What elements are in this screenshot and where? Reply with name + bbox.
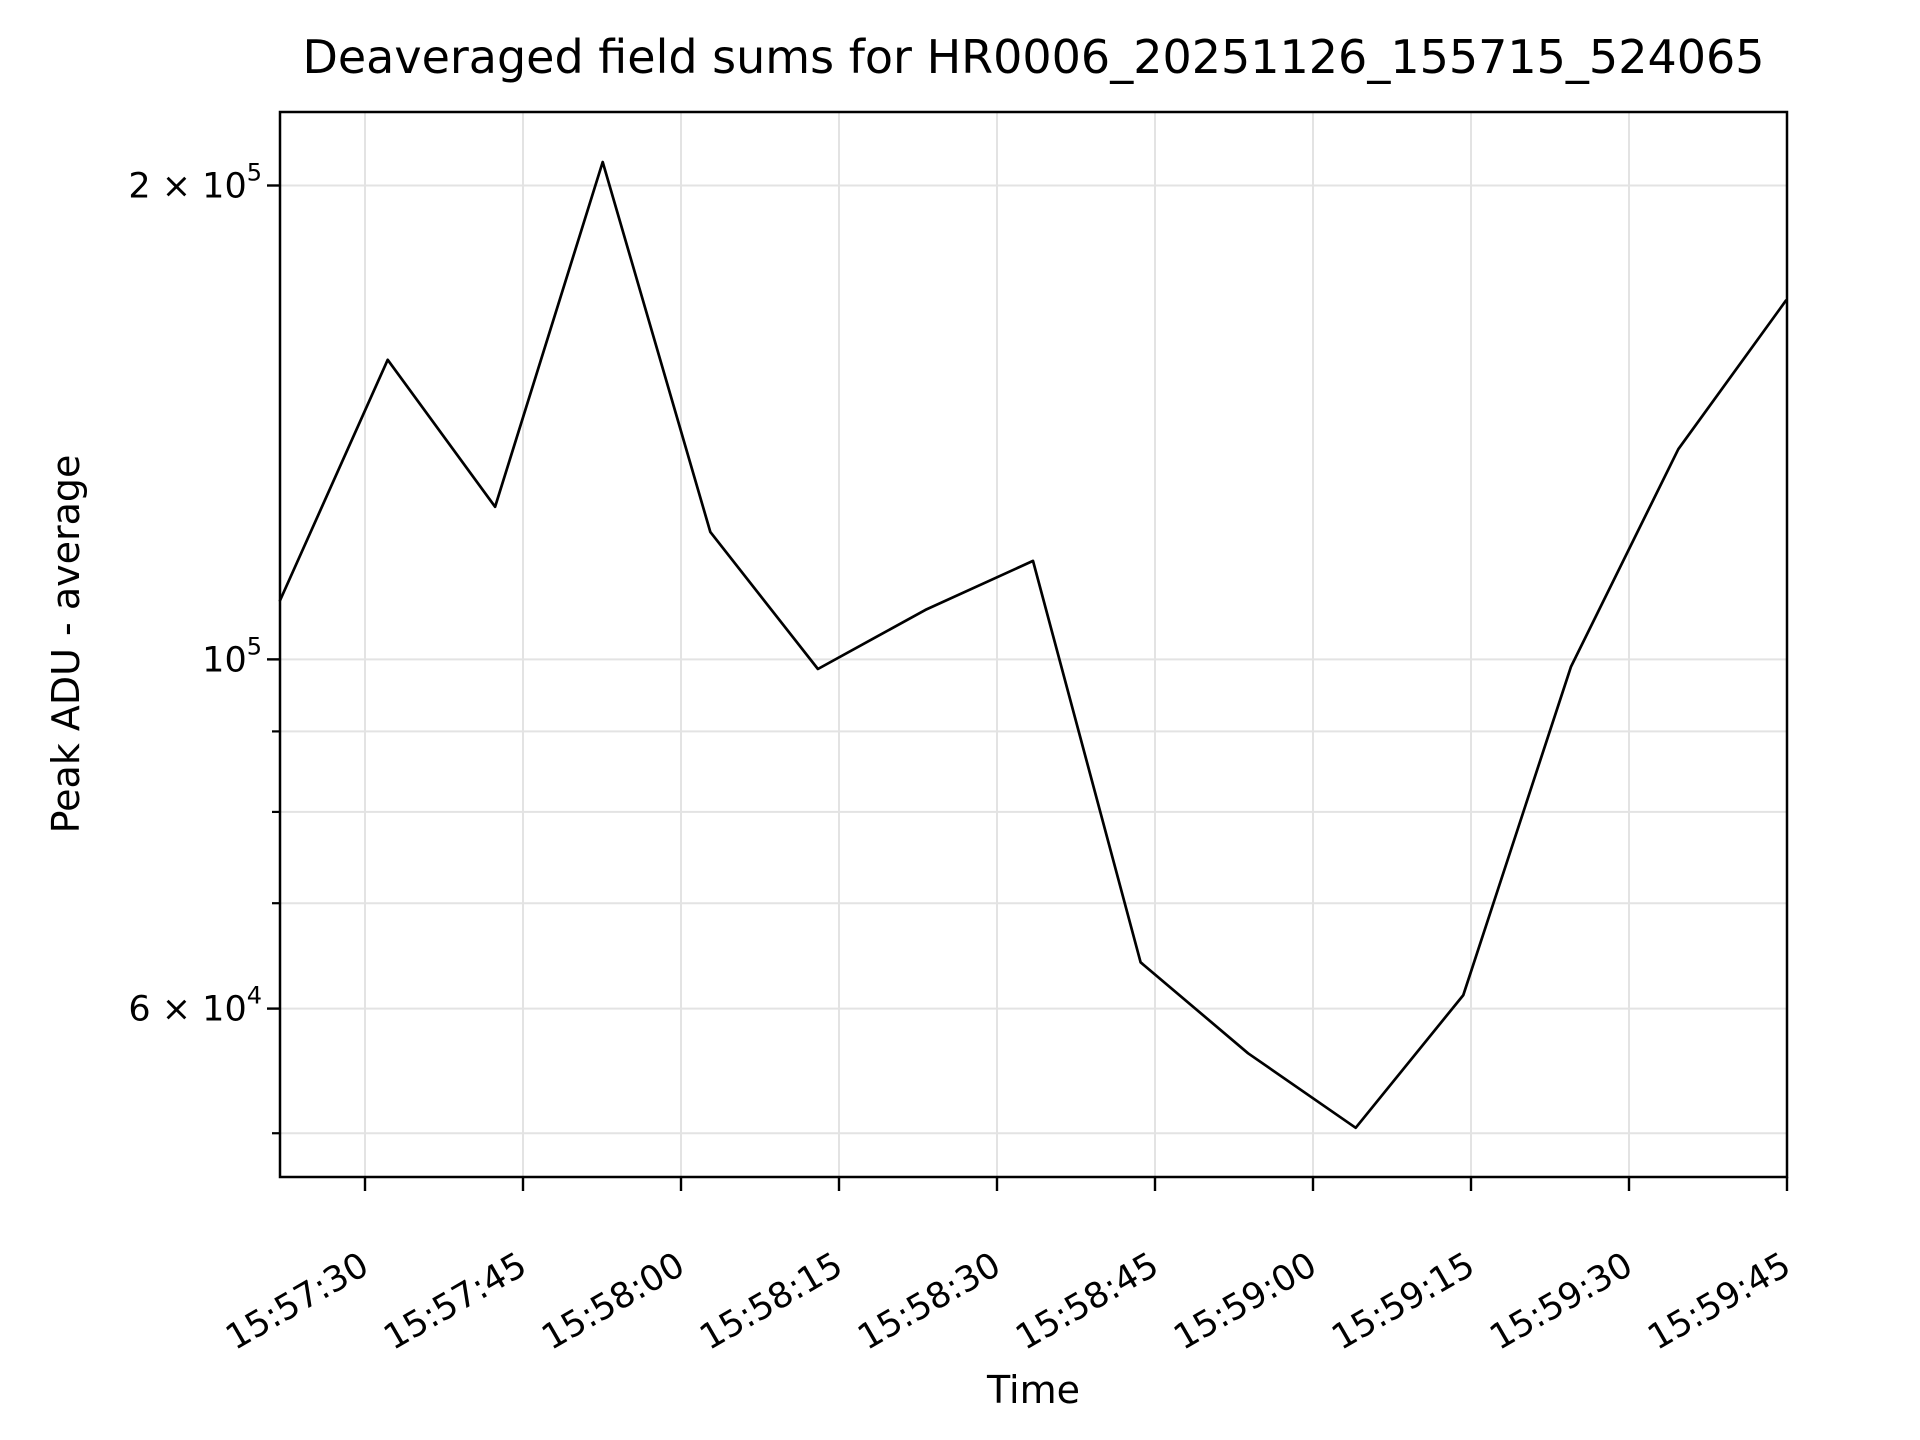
x-tick-label: 15:59:45	[1641, 1245, 1797, 1358]
x-axis-label: Time	[987, 1368, 1080, 1412]
x-tick-label: 15:59:30	[1483, 1245, 1639, 1358]
x-tick-label: 15:58:15	[693, 1245, 849, 1358]
y-tick-label: 105	[202, 632, 262, 680]
y-axis-label: Peak ADU - average	[44, 454, 88, 834]
chart-title: Deaveraged field sums for HR0006_2025112…	[302, 30, 1765, 84]
plot-frame	[278, 110, 1789, 1179]
plot-background	[280, 112, 1787, 1177]
data-line	[278, 160, 1788, 1130]
x-tick-label: 15:58:45	[1009, 1245, 1165, 1358]
x-tick-label: 15:58:00	[535, 1245, 691, 1358]
y-tick-label: 2 × 105	[128, 158, 262, 206]
x-tick-label: 15:57:45	[377, 1245, 533, 1358]
x-tick-label: 15:58:30	[851, 1245, 1007, 1358]
y-tick-label: 6 × 104	[128, 982, 262, 1030]
x-tick-label: 15:57:30	[219, 1245, 375, 1358]
x-tick-label: 15:59:15	[1325, 1245, 1481, 1358]
x-tick-label: 15:59:00	[1167, 1245, 1323, 1358]
